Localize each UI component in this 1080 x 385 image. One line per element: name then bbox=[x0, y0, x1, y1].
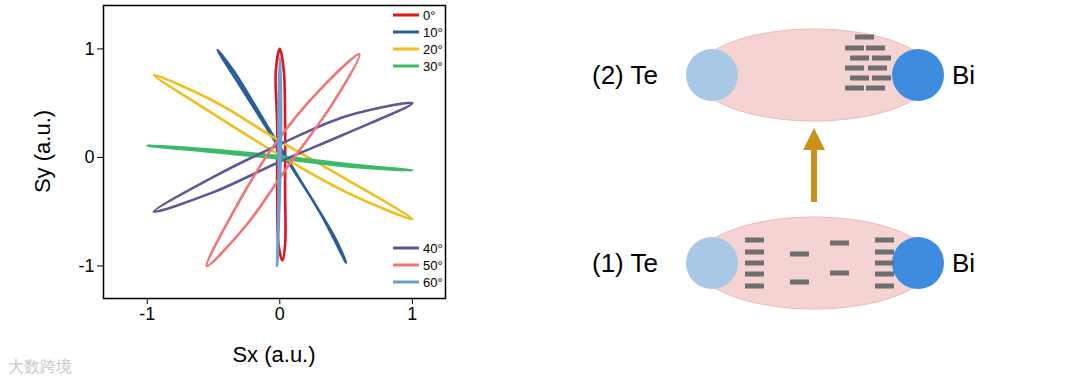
svg-text:Bi: Bi bbox=[952, 248, 975, 278]
svg-text:1: 1 bbox=[407, 304, 417, 324]
svg-text:0: 0 bbox=[84, 147, 94, 167]
svg-text:大数跨境: 大数跨境 bbox=[8, 357, 72, 376]
svg-text:60°: 60° bbox=[423, 275, 443, 290]
svg-text:-1: -1 bbox=[78, 256, 94, 276]
svg-text:40°: 40° bbox=[423, 241, 443, 256]
svg-text:0: 0 bbox=[275, 304, 285, 324]
svg-text:-1: -1 bbox=[139, 304, 155, 324]
svg-text:Bi: Bi bbox=[952, 60, 975, 90]
svg-text:(2) Te: (2) Te bbox=[592, 60, 658, 90]
svg-text:Sy (a.u.): Sy (a.u.) bbox=[30, 110, 55, 193]
svg-text:30°: 30° bbox=[423, 59, 443, 74]
svg-text:(1) Te: (1) Te bbox=[592, 248, 658, 278]
svg-text:1: 1 bbox=[84, 39, 94, 59]
svg-text:50°: 50° bbox=[423, 258, 443, 273]
svg-text:20°: 20° bbox=[423, 42, 443, 57]
svg-text:0°: 0° bbox=[423, 8, 435, 23]
svg-text:Sx (a.u.): Sx (a.u.) bbox=[232, 342, 315, 367]
svg-text:10°: 10° bbox=[423, 25, 443, 40]
